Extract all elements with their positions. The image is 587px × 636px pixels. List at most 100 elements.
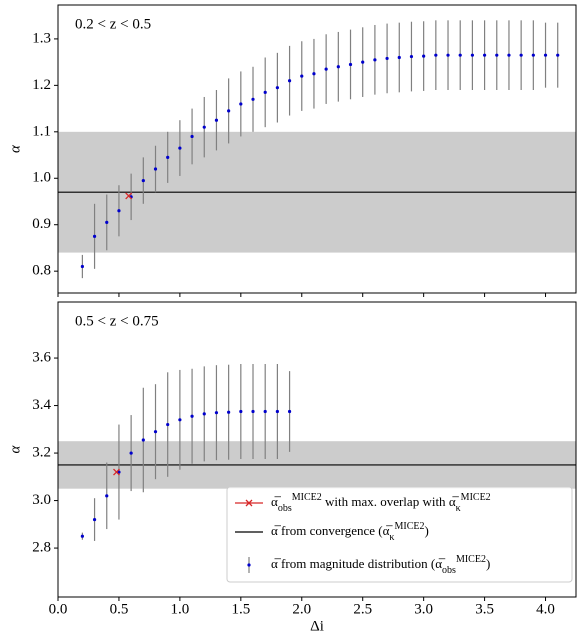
point xyxy=(202,412,206,416)
x-tick-label: 4.0 xyxy=(536,601,555,617)
point xyxy=(287,409,292,414)
plot-frame xyxy=(57,301,577,598)
point xyxy=(141,178,145,183)
point xyxy=(239,409,243,414)
point xyxy=(409,54,414,59)
point xyxy=(105,494,109,498)
label-part: obs xyxy=(442,565,456,576)
y-tick-label: 3.0 xyxy=(32,492,51,508)
highlight-marker xyxy=(125,192,133,200)
point xyxy=(385,56,389,61)
y-tick-label: 1.2 xyxy=(32,77,51,93)
point xyxy=(166,422,170,427)
point xyxy=(251,97,255,101)
point xyxy=(153,430,158,434)
point xyxy=(251,409,255,414)
point xyxy=(275,409,279,414)
point xyxy=(178,146,182,150)
point xyxy=(300,74,304,78)
point xyxy=(287,79,292,83)
y-tick-label: 3.6 xyxy=(32,349,51,365)
point xyxy=(275,86,279,90)
label-part: κ xyxy=(389,532,394,543)
x-tick-label: 0.5 xyxy=(110,601,129,617)
legend-swatch xyxy=(245,499,253,507)
annotation: 0.2 < z < 0.5 xyxy=(75,16,151,32)
y-axis-label: α xyxy=(7,144,23,153)
point xyxy=(190,414,194,418)
y-tick-label: 2.8 xyxy=(32,540,51,556)
point xyxy=(190,134,194,139)
label-part: MICE2 xyxy=(456,554,486,565)
point xyxy=(543,53,548,57)
label-part: ) xyxy=(486,556,490,571)
label-part: α̅ xyxy=(383,523,394,538)
point xyxy=(202,125,206,129)
annotation: 0.5 < z < 0.75 xyxy=(75,313,159,329)
point xyxy=(336,65,340,69)
y-tick-label: 1.0 xyxy=(32,170,51,186)
legend: α̅obsMICE2 with max. overlap with α̅κMIC… xyxy=(226,486,573,583)
point xyxy=(263,409,267,414)
y-tick-label: 0.9 xyxy=(32,216,51,232)
label-part: α̅ xyxy=(449,494,460,509)
legend-swatch xyxy=(247,563,251,567)
legend-label: α̅obsMICE2 with max. overlap with α̅κMIC… xyxy=(271,492,491,514)
point xyxy=(92,234,97,238)
point xyxy=(80,264,84,269)
point xyxy=(166,155,170,159)
point xyxy=(227,410,231,414)
point xyxy=(214,411,219,415)
legend-label: α̅ from convergence (α̅κMICE2) xyxy=(271,521,429,543)
label-part: ) xyxy=(424,523,428,538)
point xyxy=(80,534,84,538)
point xyxy=(153,167,158,171)
point xyxy=(470,53,474,57)
point xyxy=(129,451,133,455)
point xyxy=(312,72,316,76)
legend-box xyxy=(226,486,573,583)
label-part: MICE2 xyxy=(292,492,322,503)
label-part: MICE2 xyxy=(394,521,424,532)
y-tick-label: 0.8 xyxy=(32,263,51,279)
point xyxy=(105,220,109,224)
x-tick-label: 3.0 xyxy=(414,601,433,617)
label-part: κ xyxy=(456,503,461,514)
point xyxy=(227,109,231,113)
point xyxy=(239,102,243,106)
label-part: obs xyxy=(278,503,292,514)
point xyxy=(373,58,377,62)
point xyxy=(324,67,328,71)
y-tick-label: 1.1 xyxy=(32,123,51,139)
x-tick-label: 2.5 xyxy=(353,601,372,617)
point xyxy=(507,53,511,57)
x-tick-label: 1.0 xyxy=(171,601,190,617)
x-tick-label: 3.5 xyxy=(475,601,494,617)
point xyxy=(92,517,97,522)
x-axis-label: Δi xyxy=(310,618,324,634)
point xyxy=(434,53,438,57)
y-tick-label: 3.4 xyxy=(32,397,51,413)
plot-frame xyxy=(57,4,577,294)
point xyxy=(214,118,219,122)
y-tick-label: 1.3 xyxy=(32,30,51,46)
point xyxy=(263,90,267,94)
x-tick-label: 1.5 xyxy=(231,601,250,617)
x-tick-label: 0.0 xyxy=(49,601,68,617)
label-part: MICE2 xyxy=(461,492,491,503)
label-part: α̅ from magnitude distribution ( xyxy=(271,556,435,571)
highlight-marker xyxy=(113,468,120,476)
point xyxy=(519,53,523,57)
label-part: with max. overlap with xyxy=(322,494,449,509)
point xyxy=(348,62,353,67)
point xyxy=(531,53,535,57)
legend-label: α̅ from magnitude distribution (α̅obsMIC… xyxy=(271,554,490,576)
y-axis-label: α xyxy=(7,444,23,453)
point xyxy=(446,53,450,57)
label-part: α̅ xyxy=(271,494,282,509)
point xyxy=(178,418,182,422)
y-tick-label: 3.2 xyxy=(32,445,51,461)
point xyxy=(361,60,365,64)
point xyxy=(141,438,145,442)
